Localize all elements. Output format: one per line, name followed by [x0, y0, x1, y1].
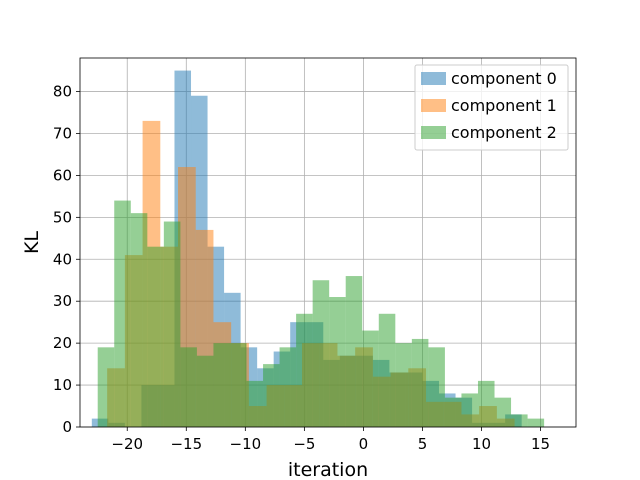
- x-tick-label: 5: [418, 435, 428, 453]
- histogram-bar: [511, 414, 528, 427]
- x-tick-label: −10: [230, 435, 262, 453]
- histogram-bar: [428, 347, 445, 427]
- histogram-bar: [163, 221, 181, 427]
- plot-frame: [79, 57, 577, 428]
- y-tick-label: 40: [53, 250, 72, 268]
- histogram-bar: [263, 364, 280, 427]
- histogram-bars: [91, 70, 545, 428]
- histogram-bar: [527, 418, 545, 427]
- legend-label: component 2: [451, 123, 557, 142]
- x-axis-ticks: −20 −15 −10 −5 0 5 10 15: [111, 427, 550, 453]
- y-tick-label: 30: [53, 292, 72, 310]
- y-tick-label: 60: [53, 166, 72, 184]
- histogram-bar: [196, 355, 214, 427]
- histogram-bar: [97, 347, 115, 427]
- legend-swatch: [421, 126, 446, 139]
- histogram-bar: [378, 313, 396, 427]
- y-tick-label: 80: [53, 83, 72, 101]
- histogram-bar: [114, 200, 131, 427]
- histogram-bar: [494, 397, 512, 427]
- y-axis-ticks: 0 10 20 30 40 50 60 70 80: [53, 83, 80, 436]
- x-axis-label: iteration: [288, 459, 368, 480]
- y-tick-label: 50: [53, 208, 72, 226]
- histogram-bar: [461, 393, 478, 427]
- histogram-bar: [444, 397, 462, 427]
- x-tick-label: −15: [170, 435, 202, 453]
- x-tick-label: −5: [293, 435, 315, 453]
- legend-swatch: [421, 72, 446, 85]
- legend-label: component 0: [451, 69, 557, 88]
- x-tick-label: 0: [359, 435, 369, 453]
- histogram-bar: [477, 380, 495, 427]
- y-tick-label: 20: [53, 334, 72, 352]
- legend: component 0 component 1 component 2: [414, 64, 569, 151]
- histogram-bar: [180, 347, 197, 427]
- histogram-bar: [312, 280, 330, 427]
- histogram-bar: [147, 246, 164, 427]
- x-tick-label: −20: [111, 435, 143, 453]
- histogram-bar: [411, 338, 429, 427]
- histogram-bar: [130, 213, 148, 427]
- legend-label: component 1: [451, 96, 557, 115]
- legend-swatch: [421, 99, 446, 112]
- x-tick-label: 10: [472, 435, 491, 453]
- histogram-bar: [246, 380, 264, 427]
- y-tick-label: 0: [62, 418, 72, 436]
- y-axis-label: KL: [21, 231, 43, 254]
- y-tick-label: 70: [53, 124, 72, 142]
- x-tick-label: 15: [531, 435, 550, 453]
- legend-frame: [414, 64, 569, 151]
- histogram-bar: [345, 276, 363, 427]
- series-2: [97, 200, 545, 427]
- histogram-bar: [296, 313, 313, 427]
- y-tick-label: 10: [53, 376, 72, 394]
- histogram-bar: [329, 297, 346, 427]
- histogram-bar: [362, 330, 379, 427]
- histogram-bar: [395, 343, 412, 427]
- histogram-bar: [213, 343, 230, 427]
- histogram-bar: [229, 343, 247, 427]
- histogram-bar: [279, 347, 297, 427]
